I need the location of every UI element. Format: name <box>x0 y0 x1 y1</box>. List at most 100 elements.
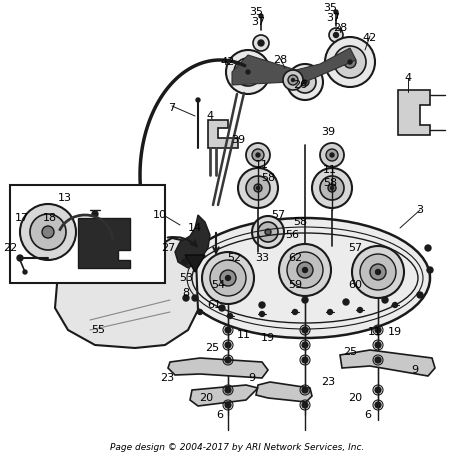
Circle shape <box>225 342 231 348</box>
Circle shape <box>246 176 270 200</box>
Text: 57: 57 <box>271 210 285 220</box>
Circle shape <box>302 297 308 303</box>
Circle shape <box>312 168 352 208</box>
Circle shape <box>343 299 349 305</box>
Text: 33: 33 <box>255 253 269 263</box>
Circle shape <box>344 56 356 68</box>
Circle shape <box>334 46 366 78</box>
Text: 60: 60 <box>348 280 362 290</box>
Circle shape <box>196 98 200 102</box>
Text: 62: 62 <box>288 253 302 263</box>
Text: 27: 27 <box>161 243 175 253</box>
Text: 8: 8 <box>182 288 190 298</box>
Text: 42: 42 <box>221 57 235 67</box>
Circle shape <box>246 70 250 74</box>
Text: 58: 58 <box>293 217 307 227</box>
Text: 17: 17 <box>15 213 29 223</box>
Circle shape <box>256 153 260 157</box>
Text: 19: 19 <box>388 327 402 337</box>
Text: 7: 7 <box>168 103 175 113</box>
Circle shape <box>228 313 233 319</box>
Circle shape <box>326 149 338 161</box>
Circle shape <box>392 302 398 308</box>
Circle shape <box>23 270 27 274</box>
Circle shape <box>330 153 334 157</box>
Text: 19: 19 <box>261 333 275 343</box>
Circle shape <box>294 71 316 93</box>
Circle shape <box>225 357 231 363</box>
Text: 22: 22 <box>3 243 17 253</box>
Text: 28: 28 <box>273 55 287 65</box>
Text: 14: 14 <box>188 223 202 233</box>
Circle shape <box>226 275 230 280</box>
Text: 13: 13 <box>58 193 72 203</box>
Polygon shape <box>256 382 312 402</box>
Circle shape <box>302 342 308 348</box>
Circle shape <box>375 269 381 274</box>
Text: 9: 9 <box>248 373 255 383</box>
Text: 26: 26 <box>293 80 307 90</box>
Circle shape <box>334 10 338 14</box>
Circle shape <box>234 58 262 86</box>
Text: 6: 6 <box>365 410 372 420</box>
Text: 54: 54 <box>211 280 225 290</box>
Circle shape <box>382 297 388 303</box>
Text: 58: 58 <box>261 173 275 183</box>
Circle shape <box>259 302 265 308</box>
Text: 4: 4 <box>207 111 214 121</box>
Circle shape <box>292 309 298 314</box>
Circle shape <box>246 143 270 167</box>
Circle shape <box>92 211 98 217</box>
Circle shape <box>287 252 323 288</box>
Circle shape <box>302 357 308 363</box>
Text: 20: 20 <box>348 393 362 403</box>
Circle shape <box>243 67 253 77</box>
Text: 35: 35 <box>323 3 337 13</box>
Circle shape <box>259 312 264 317</box>
Circle shape <box>302 268 308 273</box>
Circle shape <box>303 80 307 84</box>
Text: 37: 37 <box>251 17 265 27</box>
Text: 53: 53 <box>179 273 193 283</box>
Circle shape <box>302 387 308 393</box>
Text: 11: 11 <box>323 165 337 175</box>
Circle shape <box>357 308 363 313</box>
Circle shape <box>302 327 308 333</box>
Circle shape <box>292 78 294 82</box>
Circle shape <box>297 262 313 278</box>
Circle shape <box>225 387 231 393</box>
Circle shape <box>42 226 54 238</box>
Circle shape <box>375 402 381 408</box>
Text: 6: 6 <box>217 410 224 420</box>
Polygon shape <box>55 238 198 348</box>
Circle shape <box>375 387 381 393</box>
Circle shape <box>334 33 338 38</box>
Text: 20: 20 <box>199 393 213 403</box>
Circle shape <box>202 252 254 304</box>
Polygon shape <box>185 255 205 272</box>
Text: 28: 28 <box>333 23 347 33</box>
Circle shape <box>182 259 188 265</box>
Text: 11: 11 <box>255 160 269 170</box>
Circle shape <box>225 402 231 408</box>
Text: 56: 56 <box>285 230 299 240</box>
Polygon shape <box>296 48 356 82</box>
Circle shape <box>288 75 298 85</box>
Circle shape <box>375 342 381 348</box>
Text: 10: 10 <box>153 210 167 220</box>
Text: 55: 55 <box>91 325 105 335</box>
Text: 52: 52 <box>227 253 241 263</box>
Circle shape <box>329 28 343 42</box>
Circle shape <box>258 222 278 242</box>
Text: 3: 3 <box>417 205 423 215</box>
Circle shape <box>325 37 375 87</box>
Circle shape <box>252 216 284 248</box>
Circle shape <box>348 60 352 64</box>
Circle shape <box>330 186 334 190</box>
Circle shape <box>328 309 332 314</box>
Text: 23: 23 <box>160 373 174 383</box>
Text: 57: 57 <box>348 243 362 253</box>
Polygon shape <box>168 358 268 378</box>
Text: 37: 37 <box>326 13 340 23</box>
Text: 11: 11 <box>237 330 251 340</box>
